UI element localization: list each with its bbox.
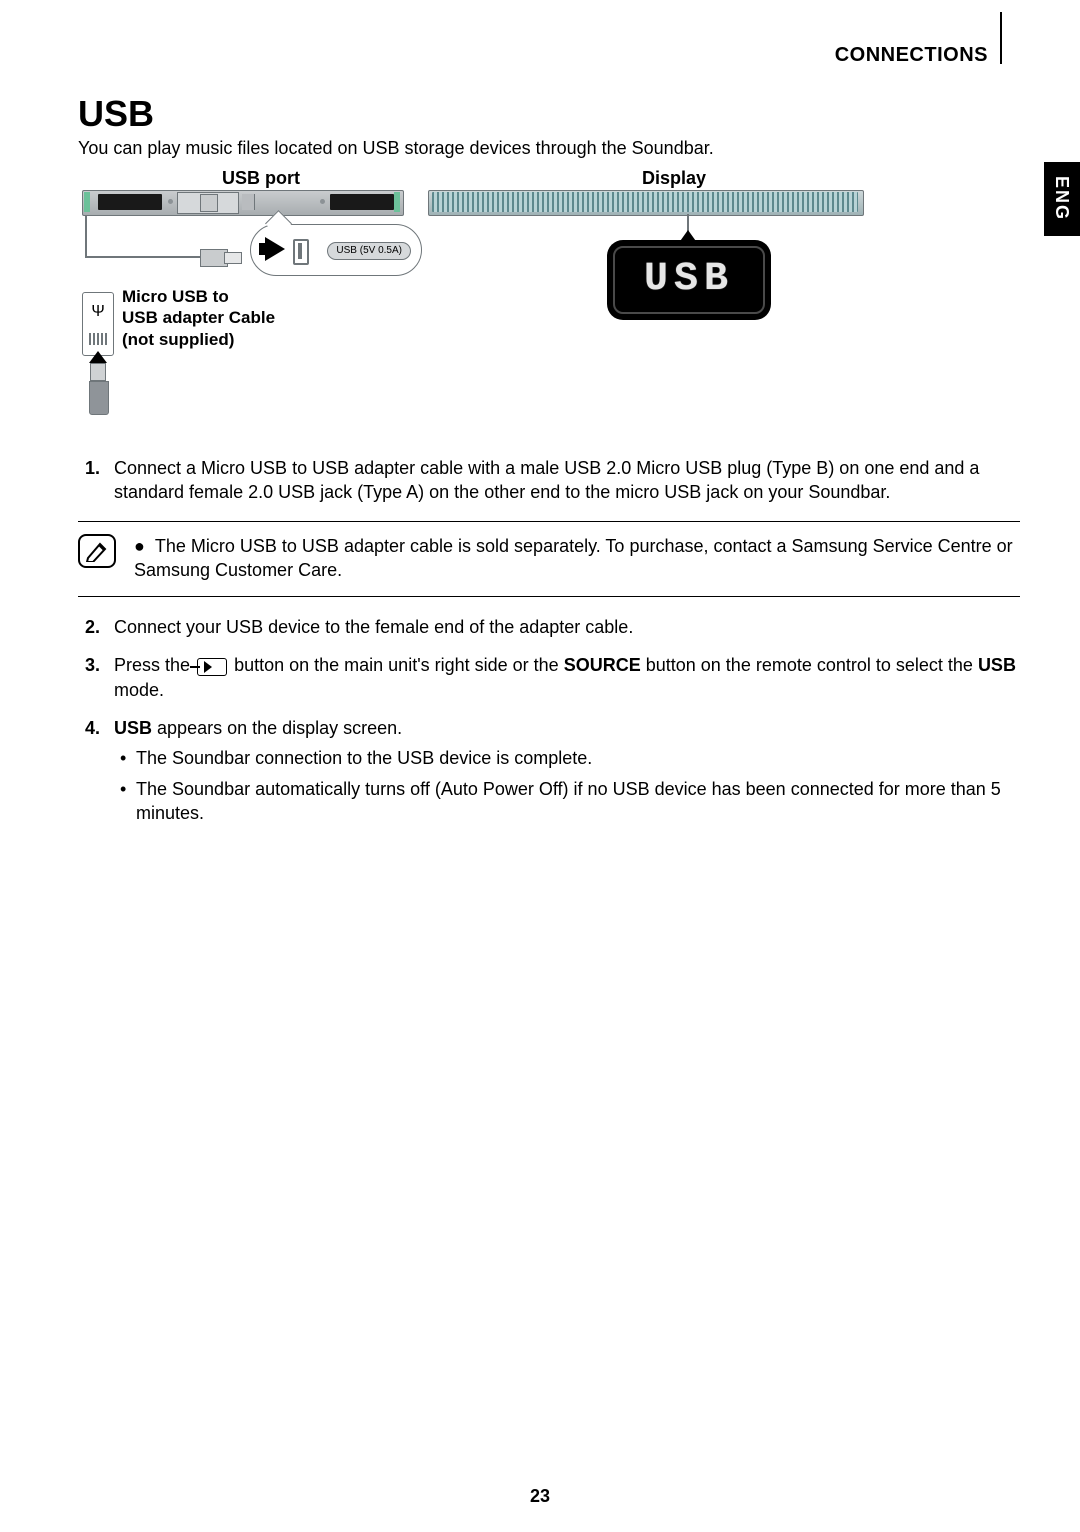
step-3: 3. Press the button on the main unit's r… xyxy=(78,653,1020,702)
grille xyxy=(330,194,394,210)
cable-label: Micro USB to USB adapter Cable (not supp… xyxy=(122,286,275,350)
micro-usb-port xyxy=(200,194,218,212)
s3-pre: Press the xyxy=(114,655,195,675)
step-number: 3. xyxy=(78,653,100,702)
note-text: The Micro USB to USB adapter cable is so… xyxy=(134,536,1013,580)
dot xyxy=(320,199,325,204)
usb-port-label: USB port xyxy=(222,166,300,190)
source-button-icon xyxy=(197,658,227,676)
note-icon xyxy=(78,534,116,568)
micro-usb-slot xyxy=(293,239,309,265)
usb-word: USB xyxy=(114,718,152,738)
sub-bullet: The Soundbar connection to the USB devic… xyxy=(114,746,1020,770)
note-block: ● The Micro USB to USB adapter cable is … xyxy=(78,521,1020,598)
step-text: Connect a Micro USB to USB adapter cable… xyxy=(114,456,1020,505)
note-body: ● The Micro USB to USB adapter cable is … xyxy=(134,534,1020,583)
usb-plug-tip xyxy=(224,252,242,264)
header-rule xyxy=(1000,12,1002,64)
language-tab-label: ENG xyxy=(1050,176,1074,221)
soundbar-right-grille xyxy=(432,192,858,212)
step-4-sublist: The Soundbar connection to the USB devic… xyxy=(114,746,1020,825)
port-callout: USB (5V 0.5A) xyxy=(250,224,422,276)
step-text: Press the button on the main unit's righ… xyxy=(114,653,1020,702)
usb-stripes xyxy=(89,333,107,345)
display-text: USB xyxy=(644,253,734,307)
soundbar-end xyxy=(84,192,90,212)
step-text: USB appears on the display screen. The S… xyxy=(114,716,1020,831)
cable-label-3: (not supplied) xyxy=(122,330,234,349)
step-number: 2. xyxy=(78,615,100,639)
dot xyxy=(168,199,173,204)
usb-icon: Ψ xyxy=(82,292,114,356)
display-screen: USB xyxy=(613,246,765,314)
usb-word: USB xyxy=(978,655,1016,675)
step-1: 1. Connect a Micro USB to USB adapter ca… xyxy=(78,456,1020,505)
sub-bullet: The Soundbar automatically turns off (Au… xyxy=(114,777,1020,826)
soundbar-end xyxy=(394,192,400,212)
display-label: Display xyxy=(642,166,706,190)
step-number: 4. xyxy=(78,716,100,831)
port-mark xyxy=(242,194,255,210)
steps: 1. Connect a Micro USB to USB adapter ca… xyxy=(78,456,1020,845)
page: CONNECTIONS ENG USB You can play music f… xyxy=(0,0,1080,1532)
cable-label-1: Micro USB to xyxy=(122,287,229,306)
step-number: 1. xyxy=(78,456,100,505)
step-4: 4. USB appears on the display screen. Th… xyxy=(78,716,1020,831)
step-2: 2. Connect your USB device to the female… xyxy=(78,615,1020,639)
intro-text: You can play music files located on USB … xyxy=(78,136,714,160)
usb-rating-chip: USB (5V 0.5A) xyxy=(327,242,411,260)
s4-text: appears on the display screen. xyxy=(157,718,402,738)
section-label: CONNECTIONS xyxy=(835,42,988,69)
cable xyxy=(85,256,217,258)
cable xyxy=(85,216,87,256)
s3-mid: button on the main unit's right side or … xyxy=(234,655,564,675)
bullet: ● xyxy=(134,536,145,556)
s3-post: button on the remote control to select t… xyxy=(646,655,978,675)
step-text: Connect your USB device to the female en… xyxy=(114,615,1020,639)
arrow-icon xyxy=(265,237,285,261)
s3-end: mode. xyxy=(114,680,164,700)
page-number: 23 xyxy=(0,1484,1080,1508)
page-title: USB xyxy=(78,90,154,139)
cable-label-2: USB adapter Cable xyxy=(122,308,275,327)
display-panel: USB xyxy=(607,240,771,320)
usb-trident-icon: Ψ xyxy=(91,304,104,320)
language-tab: ENG xyxy=(1044,162,1080,236)
pencil-icon xyxy=(85,540,109,562)
source-word: SOURCE xyxy=(564,655,641,675)
figure: USB port Display USB (5V 0.5A) Ψ Micro U… xyxy=(82,166,862,446)
grille xyxy=(98,194,162,210)
usb-flash-drive xyxy=(89,351,107,421)
